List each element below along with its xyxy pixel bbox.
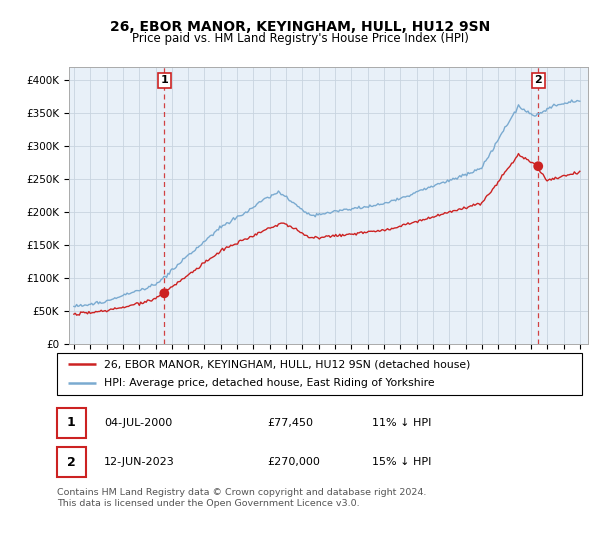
Text: £77,450: £77,450 xyxy=(267,418,313,428)
FancyBboxPatch shape xyxy=(57,353,582,395)
Text: Price paid vs. HM Land Registry's House Price Index (HPI): Price paid vs. HM Land Registry's House … xyxy=(131,32,469,45)
FancyBboxPatch shape xyxy=(57,447,86,477)
Text: 1: 1 xyxy=(67,416,76,430)
Point xyxy=(160,289,169,298)
Text: £270,000: £270,000 xyxy=(267,457,320,467)
Text: Contains HM Land Registry data © Crown copyright and database right 2024.
This d: Contains HM Land Registry data © Crown c… xyxy=(57,488,427,508)
Text: 26, EBOR MANOR, KEYINGHAM, HULL, HU12 9SN: 26, EBOR MANOR, KEYINGHAM, HULL, HU12 9S… xyxy=(110,20,490,34)
Text: 2: 2 xyxy=(67,455,76,469)
Text: 15% ↓ HPI: 15% ↓ HPI xyxy=(372,457,431,467)
Text: 12-JUN-2023: 12-JUN-2023 xyxy=(104,457,175,467)
FancyBboxPatch shape xyxy=(57,408,86,438)
Text: 11% ↓ HPI: 11% ↓ HPI xyxy=(372,418,431,428)
Text: 2: 2 xyxy=(535,76,542,85)
Text: HPI: Average price, detached house, East Riding of Yorkshire: HPI: Average price, detached house, East… xyxy=(104,379,435,389)
Point xyxy=(533,162,543,171)
Text: 04-JUL-2000: 04-JUL-2000 xyxy=(104,418,173,428)
Text: 26, EBOR MANOR, KEYINGHAM, HULL, HU12 9SN (detached house): 26, EBOR MANOR, KEYINGHAM, HULL, HU12 9S… xyxy=(104,359,470,369)
Text: 1: 1 xyxy=(160,76,168,85)
